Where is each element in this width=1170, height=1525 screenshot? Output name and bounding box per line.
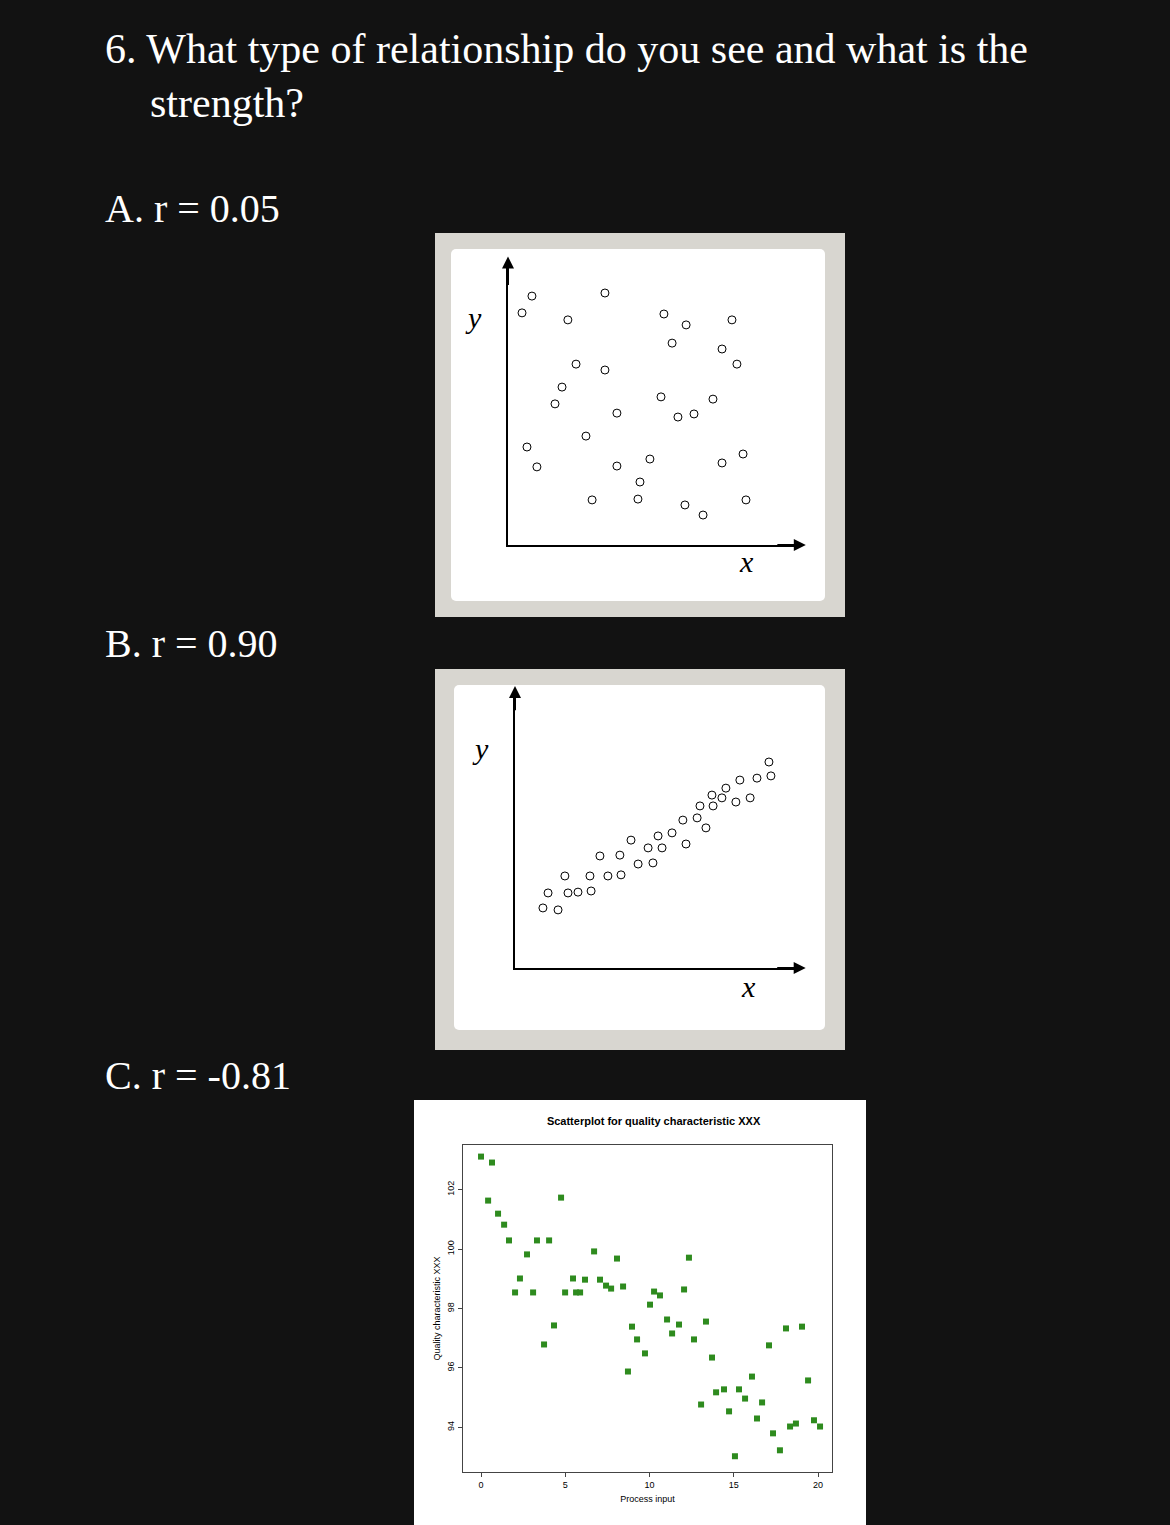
svg-text:y: y [465, 301, 482, 334]
html-text:6. What type of relationship d: 6. What type of relationship do you see … [105, 26, 1028, 126]
svg-text:94: 94 [446, 1421, 456, 1431]
svg-text:Scatterplot for quality charac: Scatterplot for quality characteristic X… [547, 1115, 761, 1127]
svg-text:Process input: Process input [620, 1494, 675, 1504]
svg-text:Quality characteristic XXX: Quality characteristic XXX [432, 1256, 442, 1360]
svg-text:102: 102 [446, 1181, 456, 1196]
html-text:A. r = 0.05: A. r = 0.05 [105, 186, 280, 231]
svg-text:x: x [739, 545, 754, 578]
html-text:C. r = -0.81: C. r = -0.81 [105, 1053, 291, 1098]
svg-text:y: y [472, 732, 489, 765]
html-text:B. r = 0.90: B. r = 0.90 [105, 621, 278, 666]
svg-text:96: 96 [446, 1362, 456, 1372]
svg-text:15: 15 [729, 1480, 739, 1490]
svg-text:100: 100 [446, 1240, 456, 1255]
svg-text:0: 0 [479, 1480, 484, 1490]
svg-text:98: 98 [446, 1302, 456, 1312]
svg-text:x: x [741, 970, 756, 1003]
svg-text:5: 5 [563, 1480, 568, 1490]
svg-text:20: 20 [813, 1480, 823, 1490]
svg-text:10: 10 [645, 1480, 655, 1490]
